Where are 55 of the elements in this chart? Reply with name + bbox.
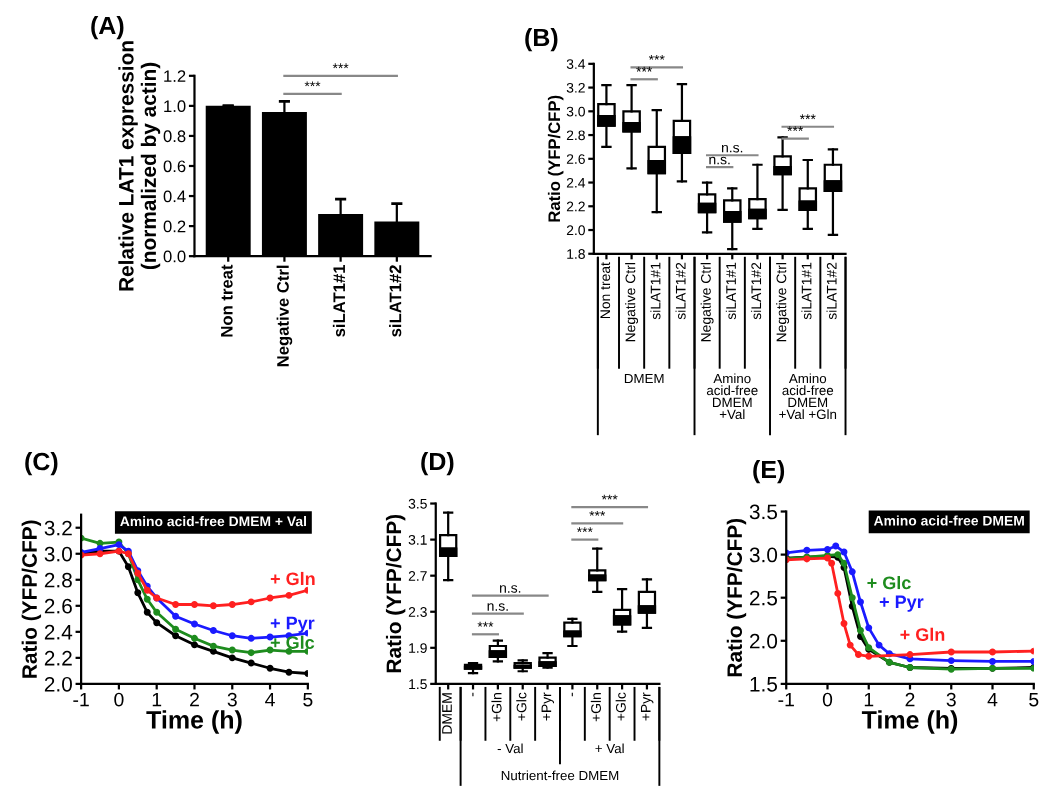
series-label: + Gln [270,571,315,586]
x-tick-label: 4 [987,692,998,707]
x-tick-label: 4 [265,692,275,707]
y-tick-label: 2.2 [44,650,72,666]
x-tick-label: Negative Ctrl [276,265,293,367]
y-tick-label: 1.0 [164,100,186,113]
y-tick-label: 2.5 [750,590,778,606]
x-tick-label: siLAT1#2 [389,265,402,337]
y-tick-label: 2.6 [44,598,72,614]
y-tick-label: 1.2 [164,70,186,82]
y-tick-label: 3.0 [749,547,778,563]
x-tick-label: -1 [778,692,794,707]
y-tick-label: 0.6 [163,160,186,173]
x-tick-label: 2 [190,692,199,707]
x-tick-label: 3 [227,692,237,707]
x-tick-label: 0 [822,692,833,707]
chart-title: (C) [25,452,58,476]
y-axis-title: Ratio (YFP/CFP) [547,95,564,222]
series-label: + Pyr [879,595,924,612]
y-tick-label: 2.0 [750,633,778,649]
chart-title: (D) [421,452,454,476]
x-tick-label: 0 [114,692,124,707]
y-tick-label: 2.4 [44,624,73,640]
y-tick-label: 3.2 [44,520,72,536]
y-axis-title: Ratio (YFP/CFP) [21,520,42,678]
y-tick-label: 0.0 [163,250,186,263]
y-tick-label: 3.5 [749,504,778,520]
x-tick-label: 5 [303,692,313,707]
x-tick-label: 1 [864,692,874,707]
chart-title: (A) [91,16,124,40]
chart-title: (E) [753,460,785,484]
y-tick-label: 0.4 [163,190,186,203]
x-tick-label: siLAT1#1 [332,264,346,337]
series-label: + Gln [900,627,945,641]
y-tick-label: 1.5 [750,677,778,692]
x-axis-title: Time (h) [146,710,242,734]
y-axis-title: Relative LAT1 expression (normalized by actin) [118,41,161,291]
x-tick-label: -1 [73,692,89,707]
chart-title: (B) [525,28,558,52]
y-tick-label: 2.8 [44,572,72,588]
y-axis-title: Ratio (YFP/CFP) [385,514,406,673]
series-label: + Pyr [270,616,315,633]
x-tick-label: 3 [946,692,956,707]
y-axis-title: Ratio (YFP/CFP) [726,518,747,677]
x-tick-label: Non treat [221,264,233,337]
x-axis-title: Time (h) [861,710,958,734]
series-label: + Glc [867,576,911,590]
y-tick-label: 2.0 [44,676,72,692]
y-tick-label: 0.8 [163,130,186,143]
series-label: + Glc [270,635,315,649]
x-tick-label: 5 [1029,692,1039,707]
x-tick-label: 2 [905,692,915,707]
y-tick-label: 3.0 [44,546,72,562]
x-tick-label: 1 [152,692,162,707]
y-tick-label: 0.2 [163,220,186,233]
